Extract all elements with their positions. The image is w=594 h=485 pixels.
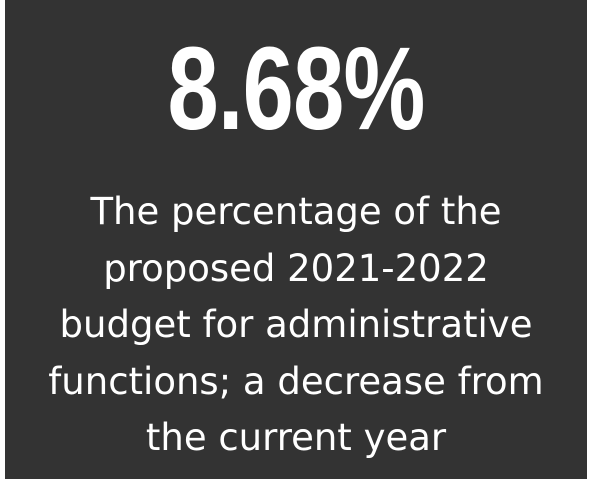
caption-line: functions; a decrease from xyxy=(48,359,544,403)
caption-line: The percentage of the xyxy=(90,190,502,233)
caption-line: budget for administrative xyxy=(59,303,533,346)
caption-line: the current year xyxy=(145,416,447,459)
caption-line: proposed 2021-2022 xyxy=(103,246,489,290)
stat-card: 8.68% The percentage of the proposed 202… xyxy=(5,0,587,479)
stat-description: The percentage of the proposed 2021-2022… xyxy=(25,184,567,467)
headline-percentage: 8.68% xyxy=(167,23,425,155)
